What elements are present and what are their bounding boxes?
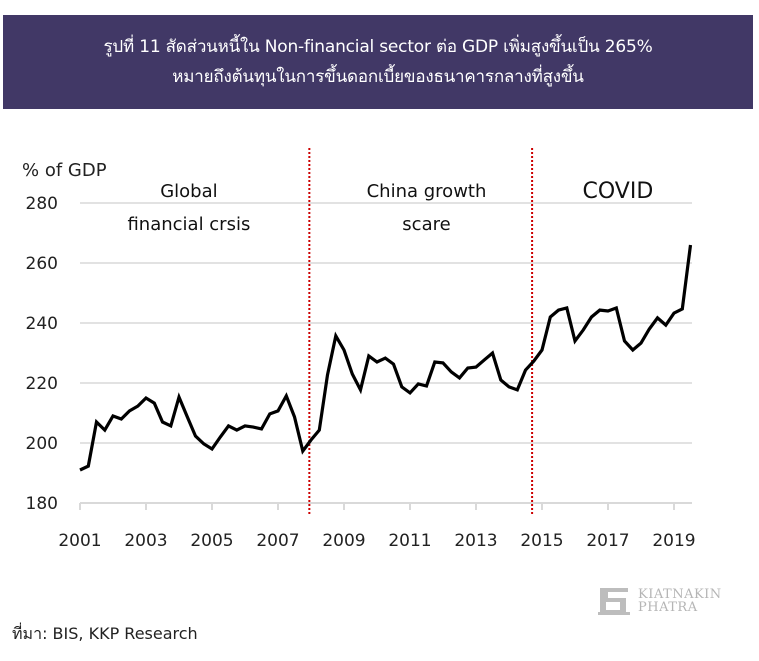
x-tick-label: 2013 — [454, 531, 497, 551]
x-tick-label: 2017 — [586, 531, 629, 551]
logo-text-line-2: PHATRA — [638, 600, 698, 615]
x-tick-label: 2011 — [388, 531, 431, 551]
x-tick-label: 2015 — [520, 531, 563, 551]
annotation-label: financial crsis — [127, 214, 250, 235]
y-tick-label: 180 — [26, 494, 58, 514]
annotation-label: China growth — [367, 181, 487, 202]
source-note: ที่มา: BIS, KKP Research — [12, 624, 198, 643]
y-tick-label: 220 — [26, 374, 58, 394]
y-tick-label: 200 — [26, 434, 58, 454]
event-divider-lines — [308, 148, 534, 515]
x-tick-label: 2019 — [652, 531, 695, 551]
y-tick-label: 280 — [26, 194, 58, 214]
gridlines — [80, 202, 692, 504]
chart-title-line-1: รูปที่ 11 สัดส่วนหนี้ใน Non-financial se… — [103, 37, 653, 57]
event-annotations: Global financial crsis China growth scare CO… — [127, 179, 653, 235]
y-tick-label: 240 — [26, 314, 58, 334]
logo-text-line-1: KIATNAKIN — [638, 587, 722, 602]
y-axis-label: % of GDP — [22, 160, 107, 181]
x-tick-label: 2007 — [256, 531, 299, 551]
chart-title-banner: รูปที่ 11 สัดส่วนหนี้ใน Non-financial se… — [3, 15, 753, 109]
y-tick-label: 260 — [26, 254, 58, 274]
y-axis-ticks: 180 200 220 240 260 280 — [26, 194, 58, 514]
data-series — [79, 244, 693, 472]
x-tick-label: 2001 — [58, 531, 101, 551]
series-line — [79, 244, 693, 472]
x-tick-label: 2005 — [190, 531, 233, 551]
x-tick-label: 2003 — [124, 531, 167, 551]
annotation-label: scare — [402, 214, 450, 235]
annotation-label: Global — [160, 181, 217, 202]
kiatnakin-phatra-logo: KIATNAKIN PHATRA — [598, 586, 722, 616]
kkp-logo-icon — [598, 586, 632, 616]
annotation-label: COVID — [583, 179, 654, 204]
chart-title-line-2: หมายถึงต้นทุนในการขึ้นดอกเบี้ยของธนาคารก… — [172, 67, 584, 87]
logo-text: KIATNAKIN PHATRA — [638, 588, 722, 614]
x-tick-label: 2009 — [322, 531, 365, 551]
x-axis: 2001 2003 2005 2007 2009 2011 2013 2015 2017 2019 — [58, 502, 696, 551]
